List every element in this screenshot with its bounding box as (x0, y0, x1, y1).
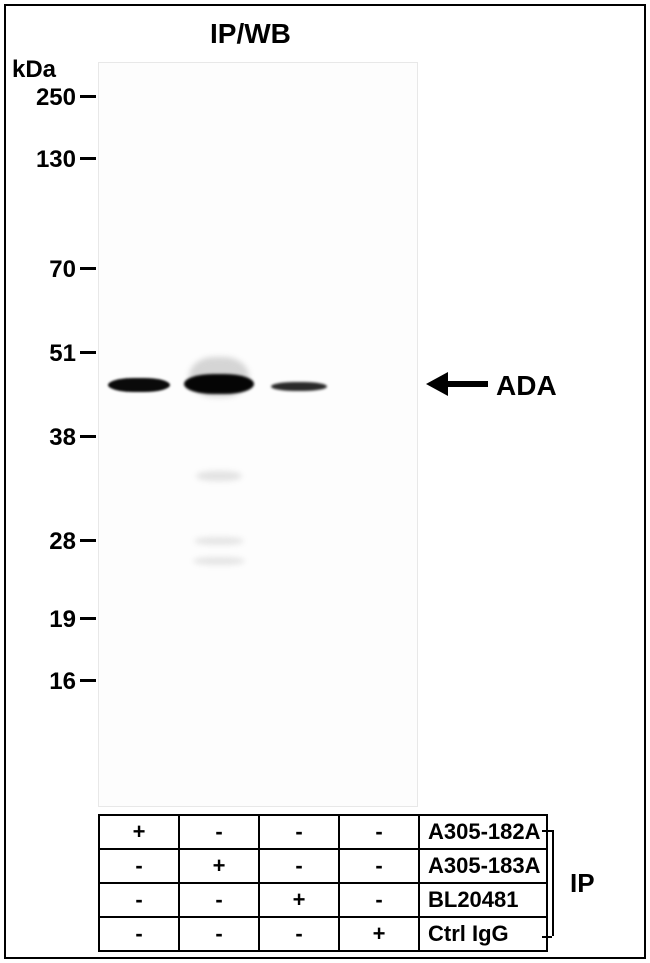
antibody-name-cell: Ctrl IgG (419, 917, 547, 951)
lane-mark-cell: - (99, 849, 179, 883)
target-arrow-shaft (448, 381, 488, 387)
blot-image (98, 62, 418, 807)
protein-band (184, 374, 254, 394)
mw-tick (80, 95, 96, 98)
lane-table-row: +---A305-182A (99, 815, 547, 849)
mw-marker-label: 19 (16, 606, 76, 634)
ip-brace-top-tick (542, 830, 552, 832)
lane-mark-cell: - (99, 883, 179, 917)
ip-group-label: IP (570, 868, 595, 899)
axis-label-kda: kDa (12, 56, 56, 84)
lane-mark-cell: - (179, 815, 259, 849)
lane-mark-cell: - (179, 883, 259, 917)
lane-mark-cell: - (339, 815, 419, 849)
mw-tick (80, 539, 96, 542)
target-arrow-head (426, 372, 448, 396)
lane-table-row: --+-BL20481 (99, 883, 547, 917)
mw-marker-label: 70 (16, 256, 76, 284)
lane-mark-cell: - (259, 849, 339, 883)
mw-marker-label: 28 (16, 528, 76, 556)
lane-mark-cell: + (99, 815, 179, 849)
lane-mark-cell: - (339, 849, 419, 883)
mw-marker-label: 38 (16, 424, 76, 452)
blot-smudge (193, 557, 245, 565)
lane-table-row: ---+Ctrl IgG (99, 917, 547, 951)
lane-mark-cell: - (179, 917, 259, 951)
antibody-name-cell: A305-182A (419, 815, 547, 849)
antibody-name-cell: A305-183A (419, 849, 547, 883)
lane-mark-cell: + (179, 849, 259, 883)
mw-marker-label: 51 (16, 340, 76, 368)
lane-table-row: -+--A305-183A (99, 849, 547, 883)
antibody-name-cell: BL20481 (419, 883, 547, 917)
mw-marker-label: 250 (16, 84, 76, 112)
lane-mark-cell: + (339, 917, 419, 951)
mw-tick (80, 157, 96, 160)
lane-mark-cell: - (339, 883, 419, 917)
lane-mark-cell: + (259, 883, 339, 917)
mw-tick (80, 267, 96, 270)
protein-band (108, 378, 170, 392)
ip-lane-table: +---A305-182A-+--A305-183A--+-BL20481---… (98, 814, 548, 952)
mw-tick (80, 679, 96, 682)
protein-band (271, 382, 327, 391)
ip-brace-bot-tick (542, 936, 552, 938)
lane-mark-cell: - (259, 917, 339, 951)
mw-tick (80, 617, 96, 620)
target-protein-label: ADA (496, 370, 557, 402)
ip-brace-vertical (552, 830, 554, 936)
blot-smudge (194, 537, 244, 545)
lane-mark-cell: - (99, 917, 179, 951)
mw-tick (80, 351, 96, 354)
blot-smudge (196, 471, 242, 481)
figure-title: IP/WB (210, 18, 291, 50)
lane-mark-cell: - (259, 815, 339, 849)
mw-marker-label: 130 (16, 146, 76, 174)
mw-tick (80, 435, 96, 438)
mw-marker-label: 16 (16, 668, 76, 696)
